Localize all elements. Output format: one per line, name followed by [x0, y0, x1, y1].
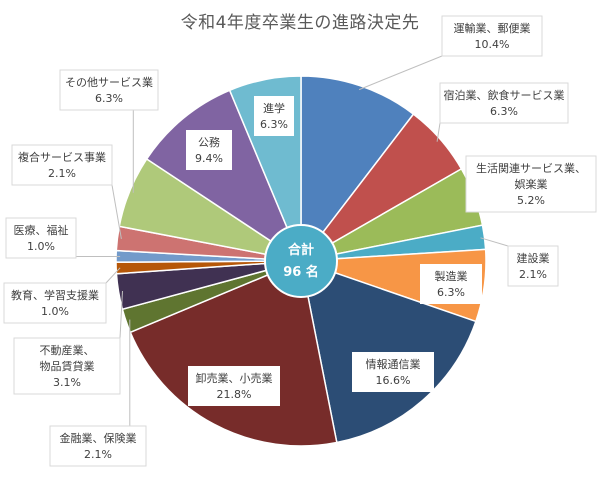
pie-slice-6	[129, 259, 338, 447]
callout-box-2	[465, 155, 597, 213]
leader-line-3	[480, 237, 509, 247]
callout-box-8	[13, 337, 121, 395]
slice-value-label-5: 16.6%	[376, 374, 411, 387]
callout-box-0	[441, 15, 543, 57]
slice-value-label-12: 6.3%	[95, 92, 123, 105]
slice-value-label-4: 6.3%	[437, 286, 465, 299]
slice-value-label-1: 6.3%	[490, 105, 518, 118]
slice-value-label-7: 2.1%	[84, 448, 112, 461]
slice-name-label-11-0: 複合サービス事業	[18, 150, 106, 164]
slice-value-label-9: 1.0%	[41, 305, 69, 318]
callout-box-3	[507, 245, 559, 287]
slice-name-label-5-0: 情報通信業	[366, 358, 421, 371]
slice-name-label-2-0: 生活関連サービス業、	[476, 161, 586, 175]
slice-value-label-10: 1.0%	[27, 240, 55, 253]
pie-slice-13	[145, 89, 303, 263]
center-total-circle	[264, 224, 338, 298]
slice-name-label-3-0: 建設業	[517, 251, 550, 265]
callout-box-5	[352, 352, 434, 392]
slice-value-label-3: 2.1%	[519, 268, 547, 281]
slice-name-label-2-1: 娯楽業	[515, 177, 548, 191]
slice-name-label-0-0: 運輸業、郵便業	[454, 21, 531, 35]
slice-name-label-7-0: 金融業、保険業	[60, 431, 137, 445]
callout-box-10	[5, 217, 77, 259]
slice-name-label-8-0: 不動産業、	[40, 343, 95, 357]
callout-box-9	[3, 282, 107, 324]
slice-name-label-6-0: 卸売業、小売業	[196, 371, 273, 385]
callout-box-11	[11, 144, 113, 186]
slice-value-label-11: 2.1%	[48, 167, 76, 180]
pie-slice-0	[300, 75, 415, 264]
slice-name-label-9-0: 教育、学習支援業	[11, 288, 99, 302]
callout-box-1	[439, 82, 569, 124]
slice-value-label-6: 21.8%	[217, 388, 252, 401]
callout-box-12	[59, 69, 159, 111]
callout-box-6	[188, 366, 280, 406]
callout-box-13	[186, 130, 232, 170]
callout-box-14	[254, 96, 294, 136]
slice-name-label-1-0: 宿泊業、飲食サービス業	[444, 88, 565, 102]
chart-title: 令和4年度卒業生の進路決定先	[180, 13, 420, 33]
slice-value-label-14: 6.3%	[260, 118, 288, 131]
slice-name-label-14-0: 進学	[263, 101, 285, 115]
slice-value-label-0: 10.4%	[475, 38, 510, 51]
center-total-line1: 合計	[288, 242, 314, 258]
leader-line-9	[105, 267, 121, 284]
leader-line-1	[436, 122, 441, 142]
callout-box-4	[420, 264, 482, 304]
callout-box-7	[49, 425, 147, 467]
center-total-line2: 96 名	[283, 264, 319, 280]
slice-name-label-12-0: その他サービス業	[65, 76, 153, 89]
leader-line-11	[111, 184, 122, 239]
leader-line-0	[358, 55, 443, 91]
leader-line-8	[119, 290, 123, 339]
slice-name-label-10-0: 医療、福祉	[14, 223, 69, 237]
slice-value-label-2: 5.2%	[517, 194, 545, 207]
slice-name-label-13-0: 公務	[198, 135, 220, 149]
slice-name-label-8-1: 物品賃貸業	[40, 359, 95, 373]
slice-value-label-8: 3.1%	[53, 376, 81, 389]
slice-name-label-4-0: 製造業	[435, 269, 468, 283]
pie-slice-5	[300, 259, 477, 444]
slice-value-label-13: 9.4%	[195, 152, 223, 165]
